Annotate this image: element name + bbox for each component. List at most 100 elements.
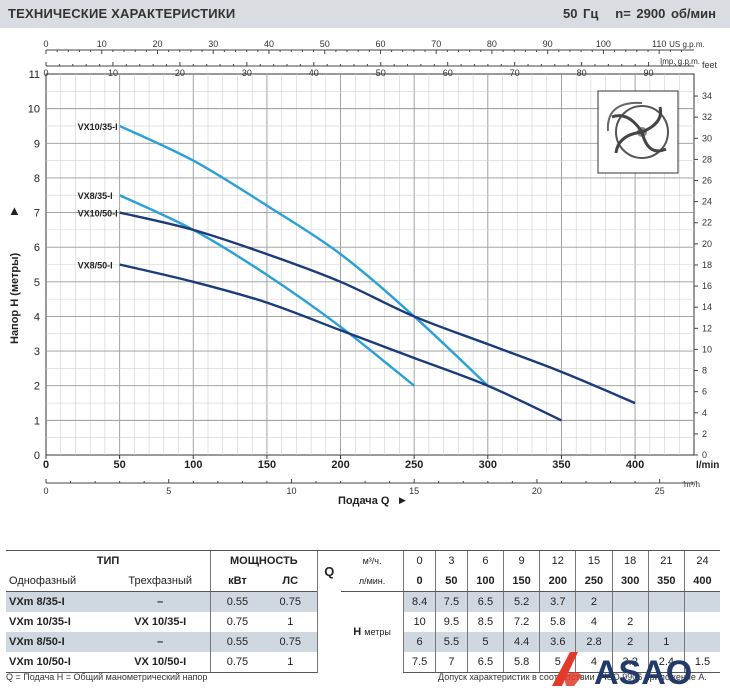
impgpm-tick-label: 70: [510, 68, 520, 78]
usgpm-tick-label: 60: [375, 39, 385, 49]
usgpm-tick-label: 90: [543, 39, 553, 49]
head-value: 3.7: [539, 591, 576, 612]
impgpm-tick-label: 80: [577, 68, 587, 78]
feet-tick-label: 22: [702, 218, 712, 228]
spec-rpm: n= 2900 об/мин: [615, 6, 716, 21]
y-tick-label: 6: [34, 242, 40, 254]
head-value: 2.8: [575, 632, 613, 652]
q-m3h-4: 12: [539, 550, 576, 571]
usgpm-tick-label: 110: [652, 39, 666, 49]
col-type-header: ТИП: [6, 550, 211, 571]
impgpm-tick-label: 40: [309, 68, 319, 78]
head-value: [611, 591, 649, 612]
head-value: 6: [403, 632, 436, 652]
model-three: VX 10/35-I: [134, 616, 187, 628]
col-single-header: Однофазный: [6, 571, 111, 592]
feet-tick-label: 10: [702, 344, 712, 354]
series-label-0: VX10/35-I: [78, 122, 118, 132]
feet-tick-label: 4: [702, 408, 707, 418]
footer-note-legend: Q = Подача H = Общий манометрический нап…: [6, 672, 208, 682]
model-single: VXm 10/50-I: [6, 652, 111, 673]
head-value: 9.5: [435, 612, 468, 632]
feet-unit-label: feet: [702, 60, 718, 70]
chart-curves: [119, 124, 636, 422]
head-value: 6.5: [466, 652, 504, 673]
q-m3h-7: 21: [647, 550, 685, 571]
power-kw: 0.75: [210, 652, 264, 673]
usgpm-tick-label: 20: [152, 39, 162, 49]
table-row: VXm 8/35-I – 0.55 0.75 H метры 8.4 7.5 6…: [6, 591, 720, 673]
y-tick-label: 11: [29, 69, 40, 81]
impgpm-tick-label: 30: [242, 68, 252, 78]
y-tick-label: 0: [34, 450, 40, 462]
asao-logo: ASAO: [552, 652, 692, 692]
model-single: VXm 8/50-I: [6, 632, 111, 652]
h-label-cell: [316, 591, 341, 673]
q-lmin-0: 0: [403, 571, 436, 592]
y-tick-label: 2: [34, 381, 40, 393]
series-line-2: [119, 211, 636, 405]
feet-tick-label: 16: [702, 281, 712, 291]
feet-tick-label: 12: [702, 323, 712, 333]
feet-tick-label: 32: [702, 112, 712, 122]
table-header-row-1: ТИП МОЩНОСТЬ Q м³/ч. 0 3 6 9 12 15 18 21…: [6, 550, 720, 592]
spec-line: 50 Гц n= 2900 об/мин: [563, 6, 716, 21]
table-header-row-2: Однофазный Трехфазный кВт ЛС л/мин. 0 50…: [6, 571, 720, 592]
x-tick-label: 300: [479, 459, 497, 471]
page-title: ТЕХНИЧЕСКИЕ ХАРАКТЕРИСТИКИ: [8, 6, 236, 21]
series-line-3: [119, 263, 562, 422]
usgpm-tick-label: 70: [431, 39, 441, 49]
head-value: 4: [575, 652, 613, 673]
power-hp: 1: [287, 616, 294, 628]
head-value: 2.4: [647, 652, 685, 673]
usgpm-tick-label: 10: [97, 39, 107, 49]
y-tick-label: 4: [34, 311, 40, 323]
x-unit-label: l/min: [696, 460, 719, 471]
y-tick-label: 3: [34, 346, 40, 358]
feet-tick-label: 2: [702, 429, 707, 439]
head-value: 1.5: [683, 652, 720, 673]
feet-tick-label: 20: [702, 239, 712, 249]
x-tick-label: 350: [552, 459, 570, 471]
head-value: 3.2: [611, 652, 649, 673]
impgpm-tick-label: 20: [175, 68, 185, 78]
col-hp-header: ЛС: [263, 571, 318, 592]
q-m3h-5: 15: [575, 550, 613, 571]
q-lmin-6: 300: [611, 571, 649, 592]
y-tick-label: 1: [34, 415, 40, 427]
usgpm-tick-label: 50: [320, 39, 330, 49]
q-lmin-3: 150: [503, 571, 540, 592]
feet-tick-label: 8: [702, 366, 707, 376]
x-tick-label: 100: [184, 459, 202, 471]
q-unit-m3h: м³/ч.: [340, 550, 404, 571]
m3h-tick-label: 15: [409, 486, 419, 496]
q-m3h-3: 9: [503, 550, 540, 571]
model-single: VXm 10/35-I: [9, 616, 71, 628]
usgpm-unit-label: US g.p.m.: [669, 40, 705, 49]
head-value: 2: [611, 612, 649, 632]
head-value: 7.5: [403, 652, 436, 673]
feet-tick-label: 34: [702, 91, 712, 101]
head-value: 2: [611, 632, 649, 652]
m3h-tick-label: 0: [43, 486, 48, 496]
power-hp: 0.75: [263, 632, 318, 652]
impgpm-tick-label: 90: [644, 68, 654, 78]
model-three: –: [110, 632, 211, 652]
impgpm-tick-label: 0: [43, 68, 48, 78]
feet-tick-label: 28: [702, 154, 712, 164]
y-axis-arrow: ▶: [9, 207, 20, 215]
power-kw: 0.75: [210, 612, 264, 632]
y-tick-label: 8: [34, 173, 40, 185]
head-value: 8.5: [466, 612, 504, 632]
h-unit-cell: H метры: [340, 591, 404, 673]
col-q-header: Q: [316, 550, 341, 592]
q-m3h-0: 0: [403, 550, 436, 571]
m3h-tick-label: 10: [286, 486, 296, 496]
q-lmin-8: 400: [683, 571, 720, 592]
usgpm-tick-label: 0: [43, 39, 48, 49]
spec-hz: 50 Гц: [562, 6, 599, 21]
head-value: 6.5: [466, 591, 504, 612]
m3h-tick-label: 5: [166, 486, 171, 496]
col-kw-header: кВт: [210, 571, 264, 592]
